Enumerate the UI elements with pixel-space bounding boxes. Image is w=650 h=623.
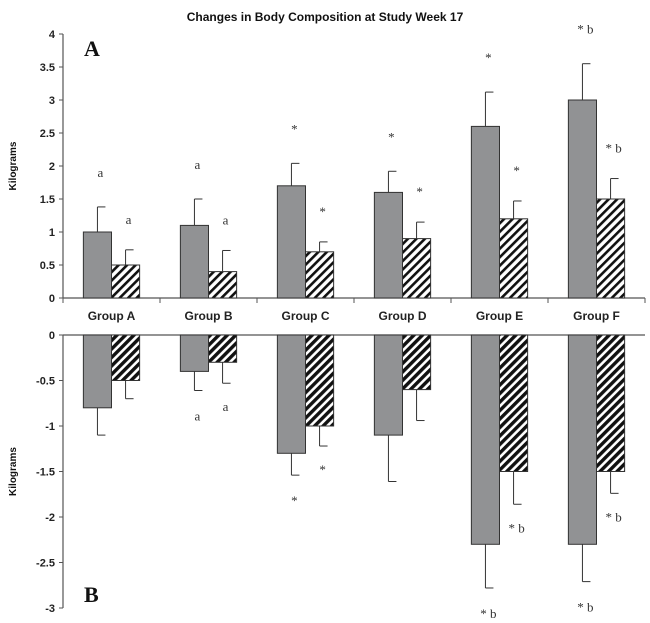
bar-hatched <box>499 218 529 299</box>
y-tick-label: 2.5 <box>40 128 55 140</box>
panel-label: A <box>84 36 100 61</box>
y-tick-label: 3.5 <box>40 62 55 74</box>
significance-annotation: * <box>291 121 298 136</box>
significance-annotation: * b <box>577 600 593 615</box>
bar-hatched <box>208 271 238 299</box>
y-tick-label: -1.5 <box>36 467 55 479</box>
chart-title: Changes in Body Composition at Study Wee… <box>187 10 464 24</box>
category-label: Group E <box>476 309 523 323</box>
y-tick-label: 2 <box>49 161 55 173</box>
significance-annotation: * <box>416 184 423 199</box>
y-tick-label: 1 <box>49 227 55 239</box>
significance-annotation: * b <box>480 606 496 621</box>
significance-annotation: a <box>223 212 229 227</box>
bar-gray <box>82 231 113 299</box>
y-axis-label: Kilograms <box>8 447 19 496</box>
bar-gray <box>179 334 209 372</box>
significance-annotation: * <box>513 163 520 178</box>
bar-gray <box>373 191 403 299</box>
bar-hatched <box>111 264 141 299</box>
bar-gray <box>567 99 597 299</box>
bar-gray <box>276 334 306 454</box>
bar-hatched <box>208 334 238 363</box>
bar-gray <box>470 125 500 299</box>
bar-hatched <box>596 334 626 472</box>
significance-annotation: a <box>126 212 132 227</box>
significance-annotation: * <box>388 129 395 144</box>
significance-annotation: a <box>195 409 201 424</box>
bar-gray <box>567 334 597 545</box>
y-tick-label: -0.5 <box>36 376 55 388</box>
y-tick-label: -1 <box>45 421 55 433</box>
bar-gray <box>470 334 500 545</box>
significance-annotation: * <box>485 50 492 65</box>
y-tick-label: -2 <box>45 512 55 524</box>
significance-annotation: * b <box>577 22 593 37</box>
category-label: Group B <box>185 309 233 323</box>
y-tick-label: 1.5 <box>40 194 55 206</box>
y-tick-label: -2.5 <box>36 558 55 570</box>
y-tick-label: 0 <box>49 293 55 305</box>
significance-annotation: a <box>195 157 201 172</box>
panel-a: 0 0.5 1 1.5 2 2.5 3 3.5 4 Kilograms A Group A Group … <box>8 22 646 323</box>
bar-hatched <box>402 334 432 391</box>
category-label: Group C <box>282 309 330 323</box>
category-label: Group A <box>88 309 136 323</box>
significance-annotation: * b <box>508 520 524 535</box>
significance-annotation: a <box>223 399 229 414</box>
significance-annotation: * b <box>605 141 621 156</box>
y-tick-label: -3 <box>45 603 55 615</box>
bar-hatched <box>402 238 432 299</box>
significance-annotation: * <box>319 462 326 477</box>
y-tick-label: 4 <box>49 29 56 41</box>
bar-hatched <box>111 334 141 381</box>
significance-annotation: * <box>319 204 326 219</box>
y-axis-label: Kilograms <box>8 141 19 190</box>
bar-gray <box>82 334 113 409</box>
category-label: Group F <box>573 309 620 323</box>
significance-annotation: * b <box>605 509 621 524</box>
y-tick-label: 0.5 <box>40 260 55 272</box>
bar-gray <box>276 185 306 299</box>
significance-annotation: * <box>291 493 298 508</box>
bar-gray <box>373 334 403 436</box>
bar-gray <box>179 224 209 299</box>
panel-b: -3 -2.5 -2 -1.5 -1 -0.5 0 Kilograms Ba * * b * b a * *… <box>8 330 645 621</box>
bar-hatched <box>305 251 335 299</box>
significance-annotation: a <box>98 165 104 180</box>
bar-hatched <box>499 334 529 472</box>
bar-hatched <box>596 198 626 299</box>
y-tick-label: 0 <box>49 330 55 342</box>
bar-hatched <box>305 334 335 427</box>
category-label: Group D <box>379 309 427 323</box>
panel-label: B <box>84 582 99 607</box>
y-tick-label: 3 <box>49 95 55 107</box>
